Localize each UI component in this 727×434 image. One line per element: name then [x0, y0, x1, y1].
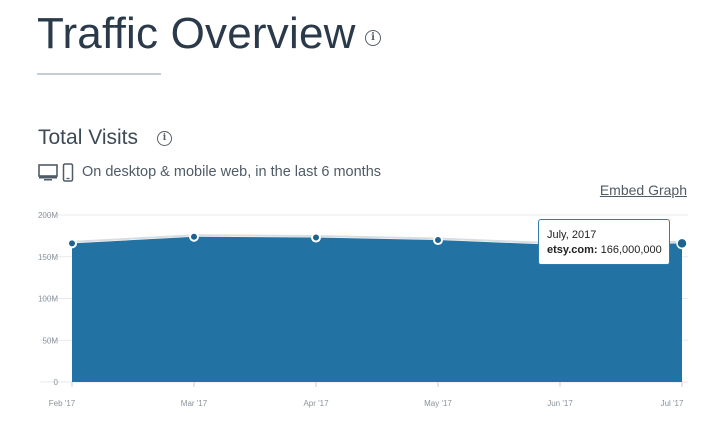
- y-tick-label: 0: [54, 378, 59, 387]
- data-point: [67, 238, 77, 249]
- tooltip-site-label: etsy.com:: [547, 244, 598, 256]
- x-tick-label: Feb '17: [49, 399, 76, 408]
- area-series: [72, 236, 682, 382]
- chart-tooltip: July, 2017 etsy.com: 166,000,000: [538, 219, 670, 265]
- section-title: Total Visits: [38, 126, 138, 149]
- data-point: [189, 231, 199, 242]
- y-axis: 0 50M 100M 150M 200M: [38, 211, 59, 387]
- x-axis: Feb '17 Mar '17 Apr '17 May '17 Jun '17 Jul '…: [49, 382, 684, 408]
- embed-graph-link[interactable]: Embed Graph: [599, 182, 687, 198]
- y-tick-label: 50M: [42, 336, 58, 345]
- tooltip-value-row: etsy.com: 166,000,000: [547, 243, 669, 258]
- y-tick-label: 150M: [38, 253, 58, 262]
- title-divider: [37, 73, 161, 75]
- desktop-icon: [38, 164, 58, 186]
- info-icon[interactable]: i: [157, 131, 172, 146]
- y-tick-label: 200M: [38, 211, 58, 220]
- page-title: Traffic Overview: [37, 9, 356, 58]
- mobile-icon: [62, 163, 74, 187]
- data-point: [311, 232, 321, 243]
- x-tick-label: May '17: [424, 399, 452, 408]
- x-tick-label: Mar '17: [181, 399, 208, 408]
- data-point: [433, 235, 443, 246]
- y-tick-label: 100M: [38, 295, 58, 304]
- x-tick-label: Apr '17: [303, 399, 329, 408]
- device-filter-text: On desktop & mobile web, in the last 6 m…: [82, 164, 382, 180]
- highlighted-data-point: [676, 237, 688, 250]
- info-icon[interactable]: i: [365, 30, 381, 46]
- x-tick-label: Jul '17: [661, 399, 684, 408]
- tooltip-value: 166,000,000: [600, 244, 662, 256]
- x-tick-label: Jun '17: [547, 399, 573, 408]
- tooltip-date: July, 2017: [547, 229, 597, 241]
